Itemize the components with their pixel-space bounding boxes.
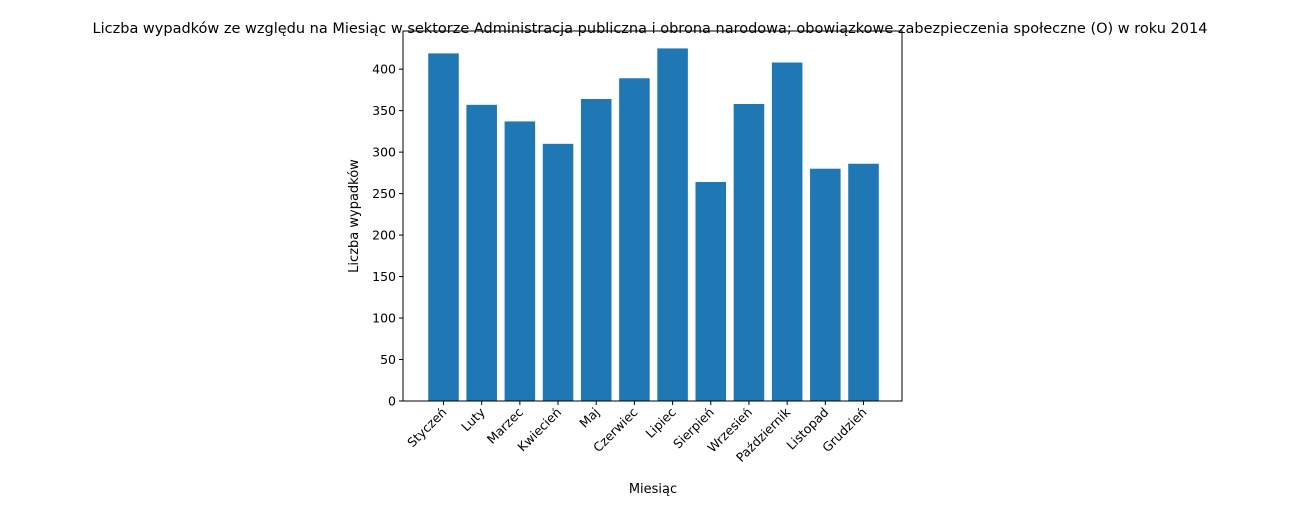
bars-layer (428, 48, 879, 402)
bar-Wrzesień (733, 104, 765, 401)
y-tick-label: 150 (372, 269, 396, 284)
bar-Lipiec (657, 48, 688, 402)
y-axis-label: Liczba wypadków (347, 159, 362, 273)
bar-Październik (771, 62, 803, 402)
y-tick-label: 300 (372, 145, 396, 160)
bar-Kwiecień (542, 143, 574, 401)
plot-frame (402, 30, 903, 402)
y-tick-label: 50 (380, 352, 396, 367)
bar-Maj (580, 99, 612, 401)
bar-Listopad (810, 168, 841, 401)
chart-title: Liczba wypadków ze względu na Miesiąc w … (93, 21, 1208, 37)
bar-Sierpień (695, 181, 727, 401)
y-tick-label: 250 (372, 186, 396, 201)
y-tick-label: 350 (372, 103, 396, 118)
bar-Marzec (504, 121, 536, 402)
y-axis-ticks: 0 50 100 150 200 250 300 350 400 (372, 62, 403, 409)
bar-Grudzień (848, 163, 879, 401)
y-tick-label: 100 (372, 311, 396, 326)
x-tick-label: Lipiec (642, 404, 678, 440)
x-tick-label: Maj (576, 405, 602, 431)
bar-Czerwiec (619, 78, 650, 401)
y-tick-label: 200 (372, 228, 396, 243)
y-tick-label: 400 (372, 62, 396, 77)
bar-Styczeń (428, 53, 459, 402)
x-tick-label: Styczeń (404, 405, 449, 450)
bar-Luty (466, 104, 497, 401)
x-axis-label: Miesiąc (629, 482, 677, 497)
x-tick-label: Luty (458, 404, 488, 434)
y-tick-label: 0 (388, 394, 396, 409)
